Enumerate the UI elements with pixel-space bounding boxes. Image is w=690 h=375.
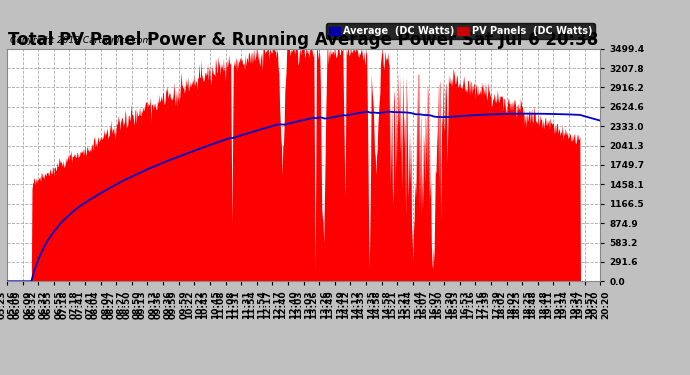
Title: Total PV Panel Power & Running Average Power Sat Jul 6 20:38: Total PV Panel Power & Running Average P… [8,31,599,49]
Text: Copyright 2013 Cartronics.com: Copyright 2013 Cartronics.com [10,36,151,45]
Legend: Average  (DC Watts), PV Panels  (DC Watts): Average (DC Watts), PV Panels (DC Watts) [326,23,595,39]
